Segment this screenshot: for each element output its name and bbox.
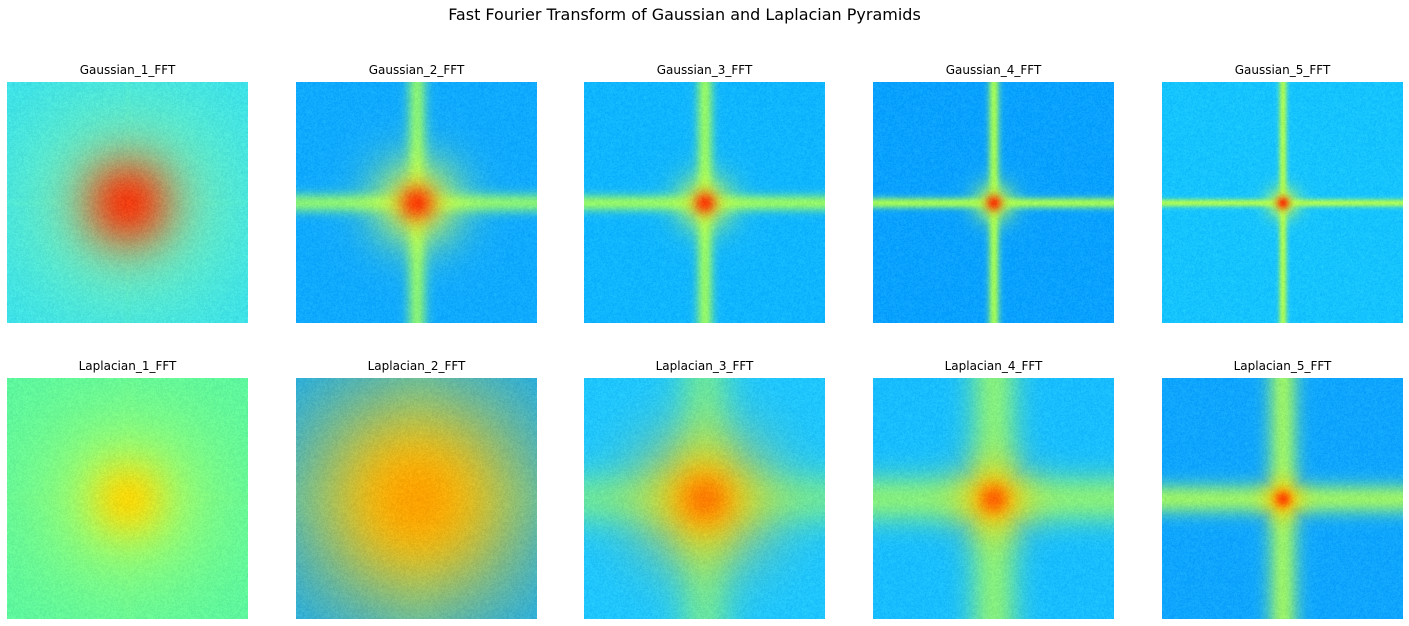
panel-title: Gaussian_1_FFT [79,63,176,77]
panel-laplacian-1: Laplacian_1_FFT [7,359,248,619]
fft-image [1162,82,1403,323]
panel-title: Laplacian_4_FFT [944,359,1043,373]
fft-image [296,378,537,619]
panel-laplacian-2: Laplacian_2_FFT [296,359,537,619]
panel-gaussian-2: Gaussian_2_FFT [296,63,537,323]
panel-title: Gaussian_3_FFT [656,63,753,77]
fft-image [873,82,1114,323]
panel-title: Gaussian_5_FFT [1234,63,1331,77]
panel-gaussian-3: Gaussian_3_FFT [584,63,825,323]
figure-title: Fast Fourier Transform of Gaussian and L… [448,5,921,24]
panel-title: Laplacian_1_FFT [78,359,177,373]
panel-laplacian-3: Laplacian_3_FFT [584,359,825,619]
panel-title: Gaussian_4_FFT [945,63,1042,77]
fft-image [873,378,1114,619]
fft-image [1162,378,1403,619]
panel-title: Gaussian_2_FFT [368,63,465,77]
fft-image [584,378,825,619]
fft-image [7,82,248,323]
panel-title: Laplacian_3_FFT [655,359,754,373]
panel-gaussian-5: Gaussian_5_FFT [1162,63,1403,323]
panel-title: Laplacian_2_FFT [367,359,466,373]
panel-laplacian-4: Laplacian_4_FFT [873,359,1114,619]
panel-gaussian-4: Gaussian_4_FFT [873,63,1114,323]
panel-gaussian-1: Gaussian_1_FFT [7,63,248,323]
panel-laplacian-5: Laplacian_5_FFT [1162,359,1403,619]
fft-image [7,378,248,619]
panel-title: Laplacian_5_FFT [1233,359,1332,373]
fft-image [296,82,537,323]
fft-image [584,82,825,323]
